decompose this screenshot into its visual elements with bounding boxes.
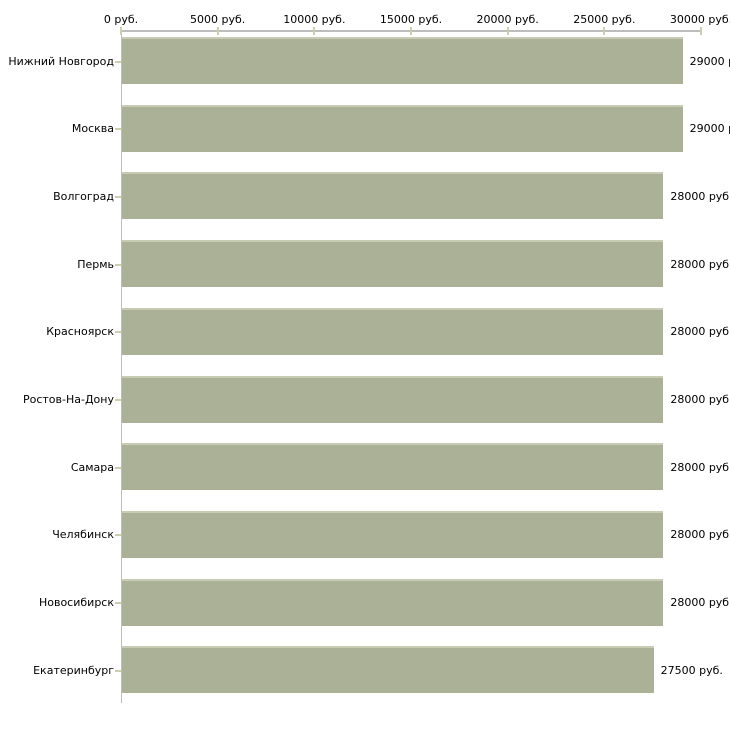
x-axis-tick-label: 10000 руб.	[283, 13, 346, 26]
x-axis-tick	[410, 27, 412, 35]
x-axis-tick-label: 25000 руб.	[573, 13, 636, 26]
category-label: Самара	[70, 460, 114, 474]
category-label: Нижний Новгород	[8, 54, 114, 68]
category-tick	[115, 534, 121, 537]
category-tick	[115, 466, 121, 469]
x-axis-tick-label: 30000 руб.	[669, 13, 730, 26]
value-label: 29000 руб.	[689, 122, 730, 136]
category-label: Пермь	[77, 257, 114, 271]
category-tick	[115, 195, 121, 198]
value-label: 28000 руб.	[670, 257, 730, 271]
bar	[122, 240, 664, 288]
y-axis-line	[121, 30, 122, 703]
category-label: Москва	[71, 122, 114, 136]
x-axis-tick	[700, 27, 702, 35]
value-label: 28000 руб.	[670, 528, 730, 542]
category-tick	[115, 669, 121, 672]
x-axis-tick	[216, 27, 219, 35]
x-axis-tick	[603, 27, 606, 35]
value-label: 28000 руб.	[670, 596, 730, 610]
category-tick	[115, 60, 121, 63]
value-label: 29000 руб.	[689, 54, 730, 68]
bar	[122, 307, 664, 355]
category-tick	[115, 263, 121, 266]
bar	[122, 510, 664, 558]
value-label: 28000 руб.	[670, 325, 730, 339]
category-label: Волгоград	[53, 189, 114, 203]
category-tick	[115, 602, 121, 605]
category-label: Челябинск	[52, 528, 114, 542]
x-axis-tick-label: 15000 руб.	[379, 13, 443, 26]
category-label: Ростов-На-Дону	[22, 393, 114, 406]
bar	[122, 37, 683, 84]
bar	[122, 375, 664, 423]
category-label: Екатеринбург	[33, 663, 114, 677]
bar	[122, 578, 664, 626]
value-label: 28000 руб.	[670, 460, 730, 474]
value-label: 27500 руб.	[660, 663, 723, 677]
category-tick	[115, 399, 121, 401]
x-axis-tick-label: 20000 руб.	[476, 13, 539, 26]
category-tick	[115, 128, 121, 131]
value-label: 28000 руб.	[670, 393, 730, 406]
bar	[122, 646, 654, 694]
category-label: Красноярск	[46, 325, 114, 339]
x-axis-tick-label: 5000 руб.	[190, 13, 246, 26]
x-axis-tick	[506, 27, 509, 35]
category-label: Новосибирск	[38, 596, 114, 610]
bar	[122, 443, 664, 491]
bar	[122, 104, 683, 152]
category-tick	[115, 331, 121, 334]
value-label: 28000 руб.	[670, 189, 730, 203]
bar	[122, 172, 664, 220]
x-axis-tick-label: 0 руб.	[103, 13, 139, 26]
x-axis-tick	[313, 27, 316, 35]
x-axis-tick	[120, 27, 122, 35]
